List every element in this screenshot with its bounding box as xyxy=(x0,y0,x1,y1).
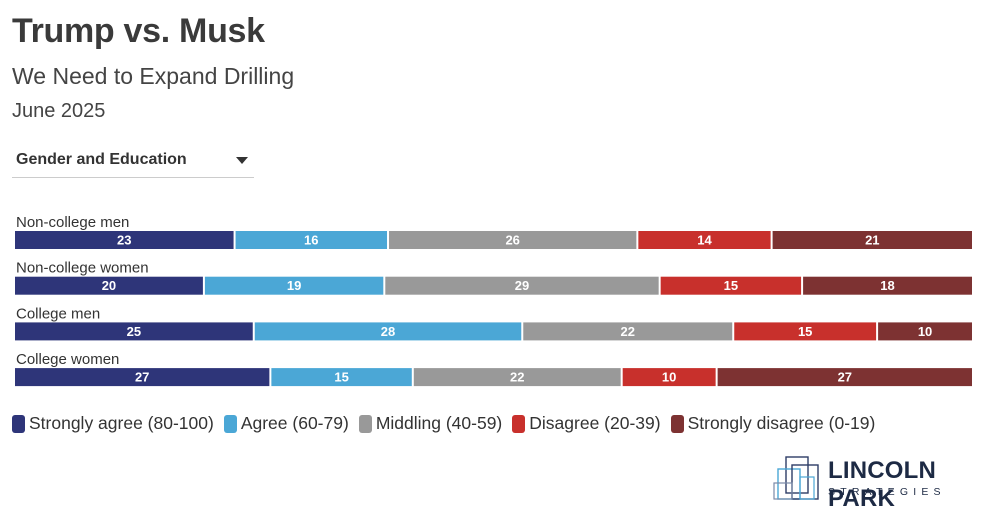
bar-segment[interactable] xyxy=(15,276,203,295)
category-label: Non-college men xyxy=(16,214,129,231)
bar-segment[interactable] xyxy=(734,322,877,341)
segment-dropdown[interactable]: Gender and Education xyxy=(12,148,254,178)
bar-segment[interactable] xyxy=(389,231,637,249)
data-label: 15 xyxy=(798,324,812,339)
bar-segment[interactable] xyxy=(235,231,388,249)
data-label: 19 xyxy=(287,278,301,293)
bar-segment[interactable] xyxy=(772,231,972,249)
bar-segment[interactable] xyxy=(523,322,733,341)
data-label: 10 xyxy=(662,370,676,385)
legend-swatch xyxy=(358,414,372,433)
legend-item[interactable]: Middling (40-59) xyxy=(358,413,503,434)
bar-segment[interactable] xyxy=(878,322,972,341)
legend-swatch xyxy=(512,414,526,433)
chart-legend: Strongly agree (80-100) Agree (60-79) Midd… xyxy=(12,413,885,434)
category-label: College women xyxy=(16,351,119,368)
data-label: 15 xyxy=(724,278,738,293)
bar-segment[interactable] xyxy=(638,231,771,249)
bar-segment[interactable] xyxy=(717,368,972,387)
category-label: Non-college women xyxy=(16,260,149,277)
data-label: 18 xyxy=(880,278,894,293)
data-label: 25 xyxy=(127,324,141,339)
data-label: 16 xyxy=(304,233,318,248)
data-label: 26 xyxy=(505,233,519,248)
legend-label: Strongly agree (80-100) xyxy=(29,413,214,433)
data-label: 28 xyxy=(381,324,395,339)
logo-text-secondary: STRATEGIES xyxy=(828,486,946,498)
logo-text-primary: LINCOLN PARK xyxy=(828,457,937,512)
data-label: 22 xyxy=(510,370,524,385)
chart-date: June 2025 xyxy=(12,100,106,122)
legend-label: Strongly disagree (0-19) xyxy=(687,413,876,433)
bar-segment[interactable] xyxy=(15,322,253,341)
chart-subtitle: We Need to Expand Drilling xyxy=(12,63,295,89)
bar-segment[interactable] xyxy=(254,322,522,341)
legend-label: Middling (40-59) xyxy=(375,413,503,433)
data-label: 10 xyxy=(918,324,932,339)
bar-segment[interactable] xyxy=(385,276,659,295)
legend-label: Disagree (20-39) xyxy=(529,413,661,433)
legend-label: Agree (60-79) xyxy=(240,413,349,433)
data-label: 20 xyxy=(102,278,116,293)
data-label: 27 xyxy=(135,370,149,385)
bar-segment[interactable] xyxy=(15,368,270,387)
bar-segment[interactable] xyxy=(622,368,716,387)
data-label: 21 xyxy=(865,233,879,248)
logo-mark-icon xyxy=(773,456,819,500)
bar-segment[interactable] xyxy=(204,276,384,295)
bar-segment[interactable] xyxy=(803,276,972,295)
legend-swatch xyxy=(223,414,237,433)
data-label: 14 xyxy=(697,233,712,248)
stacked-bar-chart: Non-college men 23 16 26 14 21 Non-college wom… xyxy=(15,214,972,387)
data-label: 29 xyxy=(515,278,529,293)
legend-item[interactable]: Strongly disagree (0-19) xyxy=(670,413,876,434)
data-label: 27 xyxy=(838,370,852,385)
chart-title: Trump vs. Musk xyxy=(12,12,265,50)
legend-item[interactable]: Disagree (20-39) xyxy=(512,413,661,434)
data-label: 15 xyxy=(334,370,348,385)
legend-swatch xyxy=(670,414,684,433)
chevron-down-icon xyxy=(236,157,248,164)
legend-swatch xyxy=(12,414,25,433)
data-label: 22 xyxy=(621,324,635,339)
legend-item[interactable]: Strongly agree (80-100) xyxy=(12,413,214,434)
data-label: 23 xyxy=(117,233,131,248)
bar-segment[interactable] xyxy=(15,231,234,249)
lincoln-park-logo: LINCOLN PARK STRATEGIES xyxy=(772,455,982,512)
legend-item[interactable]: Agree (60-79) xyxy=(223,413,349,434)
segment-dropdown-label: Gender and Education xyxy=(16,151,187,168)
bar-segment[interactable] xyxy=(660,276,802,295)
bar-segment[interactable] xyxy=(271,368,412,387)
category-label: College men xyxy=(16,305,100,322)
bar-segment[interactable] xyxy=(413,368,621,387)
